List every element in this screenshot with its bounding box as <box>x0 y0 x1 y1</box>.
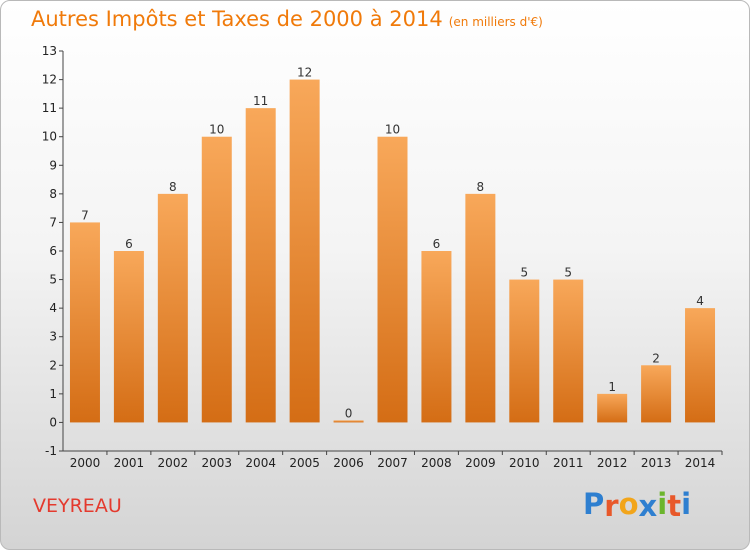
bar <box>201 136 232 423</box>
bar <box>333 420 364 423</box>
x-tick-label: 2010 <box>509 456 540 470</box>
bar <box>553 279 584 423</box>
bar <box>421 251 452 423</box>
logo-letter: P <box>583 487 605 521</box>
bar <box>245 108 276 423</box>
data-label: 10 <box>385 123 400 137</box>
bar <box>509 279 540 423</box>
bar <box>289 79 320 423</box>
y-tick-label: 13 <box>42 44 57 58</box>
data-label: 8 <box>477 180 485 194</box>
x-tick-label: 2011 <box>553 456 584 470</box>
chart-unit: (en milliers d'€) <box>448 15 543 29</box>
y-tick-label: 3 <box>49 330 57 344</box>
logo-letter: r <box>604 489 619 523</box>
y-tick-label: 10 <box>42 130 57 144</box>
bar <box>157 193 188 423</box>
x-tick-label: 2009 <box>465 456 496 470</box>
chart-title: Autres Impôts et Taxes de 2000 à 2014 (en… <box>31 7 543 31</box>
x-tick-label: 2006 <box>333 456 364 470</box>
x-tick-label: 2002 <box>158 456 189 470</box>
data-label: 10 <box>209 123 224 137</box>
y-tick-label: 8 <box>49 187 57 201</box>
y-tick-label: 1 <box>49 387 57 401</box>
bar <box>641 365 672 423</box>
x-tick-label: 2012 <box>597 456 628 470</box>
data-label: 0 <box>345 406 353 420</box>
y-tick-label: 7 <box>49 215 57 229</box>
proxiti-logo: Proxiti <box>583 487 692 523</box>
data-label: 8 <box>169 180 177 194</box>
logo-letter: i <box>681 487 692 521</box>
logo-letter: x <box>638 489 658 523</box>
x-tick-label: 2000 <box>70 456 101 470</box>
data-label: 6 <box>433 237 441 251</box>
chart-title-text: Autres Impôts et Taxes de 2000 à 2014 <box>31 7 443 31</box>
x-tick-label: 2008 <box>421 456 452 470</box>
data-label: 7 <box>81 208 89 222</box>
y-tick-label: -1 <box>45 444 57 458</box>
y-tick-label: 12 <box>42 73 57 87</box>
y-tick-label: 6 <box>49 244 57 258</box>
bar <box>113 251 144 423</box>
logo-letter: t <box>667 489 682 523</box>
data-label: 2 <box>652 351 660 365</box>
logo-letter: o <box>618 487 639 521</box>
y-tick-label: 5 <box>49 273 57 287</box>
data-label: 11 <box>253 94 268 108</box>
x-tick-label: 2001 <box>114 456 145 470</box>
data-label: 5 <box>564 266 572 280</box>
place-name: VEYREAU <box>33 495 122 517</box>
y-tick-label: 9 <box>49 158 57 172</box>
bar <box>377 136 408 423</box>
y-tick-label: 4 <box>49 301 57 315</box>
data-label: 4 <box>696 294 704 308</box>
x-tick-label: 2007 <box>377 456 408 470</box>
logo-letter: i <box>657 487 668 521</box>
data-label: 5 <box>520 266 528 280</box>
y-tick-label: 2 <box>49 358 57 372</box>
bar <box>69 222 100 423</box>
data-label: 12 <box>297 66 312 80</box>
y-tick-label: 0 <box>49 415 57 429</box>
x-tick-label: 2005 <box>289 456 320 470</box>
bar <box>685 308 716 423</box>
x-tick-label: 2003 <box>201 456 232 470</box>
data-label: 1 <box>608 380 616 394</box>
bar <box>597 393 628 423</box>
x-tick-label: 2013 <box>641 456 672 470</box>
x-tick-label: 2004 <box>245 456 276 470</box>
x-tick-label: 2014 <box>685 456 716 470</box>
bar <box>465 193 496 423</box>
data-label: 6 <box>125 237 133 251</box>
y-tick-label: 11 <box>42 101 57 115</box>
